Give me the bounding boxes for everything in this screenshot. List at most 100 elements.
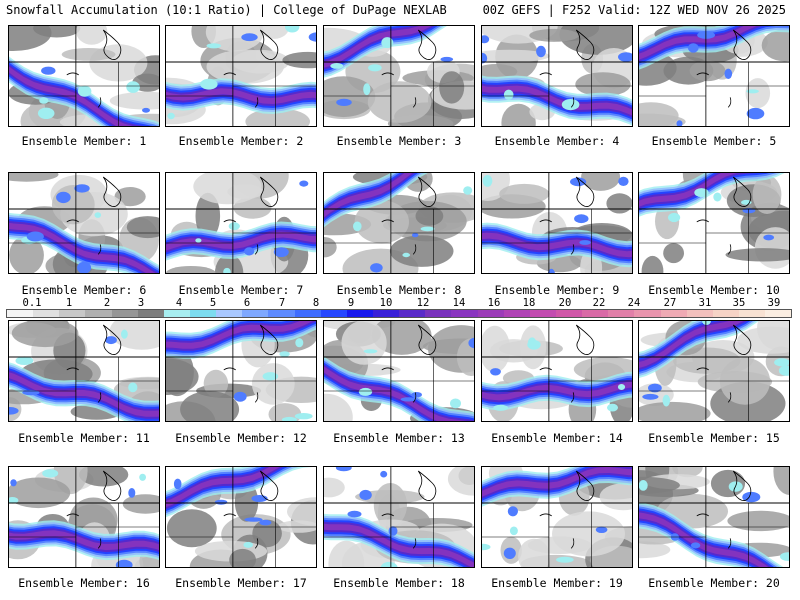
colorbar-swatch xyxy=(163,310,190,317)
colorbar-tick-label: 0.1 xyxy=(22,297,42,309)
ensemble-member-caption: Ensemble Member: 20 xyxy=(635,576,793,590)
member-number: 10 xyxy=(765,283,780,297)
ensemble-member-caption: Ensemble Member: 11 xyxy=(5,431,163,445)
ensemble-member-caption: Ensemble Member: 2 xyxy=(162,134,320,148)
colorbar-tick-label: 7 xyxy=(278,297,286,309)
colorbar-swatch xyxy=(7,310,34,317)
colorbar-tick-label: 18 xyxy=(522,297,536,309)
member-number: 17 xyxy=(292,576,307,590)
caption-prefix: Ensemble Member: xyxy=(21,283,140,297)
colorbar-swatch xyxy=(33,310,60,317)
ensemble-member-map xyxy=(165,466,317,568)
colorbar-tick-label: 35 xyxy=(732,297,746,309)
ensemble-member-caption: Ensemble Member: 6 xyxy=(5,283,163,297)
colorbar-swatch xyxy=(451,310,478,317)
colorbar-swatch xyxy=(425,310,452,317)
member-number: 12 xyxy=(292,431,307,445)
ensemble-member-map xyxy=(165,172,317,274)
caption-prefix: Ensemble Member: xyxy=(21,134,140,148)
ensemble-member-map xyxy=(165,25,317,127)
member-number: 20 xyxy=(765,576,780,590)
caption-prefix: Ensemble Member: xyxy=(491,576,609,590)
member-number: 7 xyxy=(296,283,304,297)
snowfall-colorbar xyxy=(6,309,792,318)
ensemble-member-caption: Ensemble Member: 16 xyxy=(5,576,163,590)
caption-prefix: Ensemble Member: xyxy=(494,283,613,297)
ensemble-member-map xyxy=(481,172,633,274)
colorbar-swatch xyxy=(346,310,373,317)
colorbar-swatch xyxy=(582,310,609,317)
colorbar-swatch xyxy=(477,310,504,317)
colorbar-tick-label: 4 xyxy=(175,297,183,309)
caption-prefix: Ensemble Member: xyxy=(333,431,451,445)
ensemble-member-caption: Ensemble Member: 19 xyxy=(478,576,636,590)
colorbar-swatch xyxy=(216,310,243,317)
member-number: 14 xyxy=(608,431,623,445)
member-number: 5 xyxy=(769,134,777,148)
caption-prefix: Ensemble Member: xyxy=(336,283,455,297)
ensemble-member-caption: Ensemble Member: 18 xyxy=(320,576,478,590)
member-number: 11 xyxy=(135,431,150,445)
colorbar-tick-label: 12 xyxy=(416,297,430,309)
product-title: Snowfall Accumulation (10:1 Ratio) | Col… xyxy=(6,3,447,17)
member-number: 8 xyxy=(454,283,462,297)
member-number: 16 xyxy=(135,576,150,590)
member-number: 3 xyxy=(454,134,462,148)
ensemble-member-map xyxy=(8,172,160,274)
member-number: 2 xyxy=(296,134,304,148)
ensemble-member-map xyxy=(8,466,160,568)
colorbar-tick-label: 9 xyxy=(347,297,355,309)
ensemble-member-map xyxy=(638,320,790,422)
ensemble-member-map xyxy=(165,320,317,422)
caption-prefix: Ensemble Member: xyxy=(18,431,136,445)
colorbar-tick-label: 14 xyxy=(452,297,466,309)
member-number: 4 xyxy=(612,134,620,148)
colorbar-swatch xyxy=(529,310,556,317)
colorbar-tick-label: 24 xyxy=(627,297,641,309)
caption-prefix: Ensemble Member: xyxy=(178,283,297,297)
ensemble-member-caption: Ensemble Member: 5 xyxy=(635,134,793,148)
caption-prefix: Ensemble Member: xyxy=(175,576,293,590)
caption-prefix: Ensemble Member: xyxy=(491,431,609,445)
colorbar-swatch xyxy=(320,310,347,317)
ensemble-member-map xyxy=(323,320,475,422)
colorbar-swatch xyxy=(242,310,269,317)
ensemble-member-map xyxy=(638,172,790,274)
colorbar-tick-label: 31 xyxy=(698,297,712,309)
caption-prefix: Ensemble Member: xyxy=(648,283,766,297)
ensemble-member-caption: Ensemble Member: 10 xyxy=(635,283,793,297)
ensemble-member-caption: Ensemble Member: 3 xyxy=(320,134,478,148)
colorbar-swatch xyxy=(686,310,713,317)
colorbar-swatch xyxy=(738,310,766,317)
ensemble-member-map xyxy=(8,320,160,422)
colorbar-swatch xyxy=(712,310,739,317)
caption-prefix: Ensemble Member: xyxy=(336,134,455,148)
colorbar-swatch xyxy=(189,310,217,317)
caption-prefix: Ensemble Member: xyxy=(333,576,451,590)
colorbar-tick-label: 8 xyxy=(312,297,320,309)
caption-prefix: Ensemble Member: xyxy=(178,134,297,148)
colorbar-swatch xyxy=(294,310,321,317)
caption-prefix: Ensemble Member: xyxy=(648,431,766,445)
colorbar-swatch xyxy=(111,310,138,317)
ensemble-member-caption: Ensemble Member: 12 xyxy=(162,431,320,445)
ensemble-member-caption: Ensemble Member: 14 xyxy=(478,431,636,445)
colorbar-swatch xyxy=(503,310,530,317)
colorbar-tick-label: 1 xyxy=(65,297,73,309)
ensemble-member-map xyxy=(481,320,633,422)
colorbar-tick-label: 3 xyxy=(137,297,145,309)
colorbar-swatch xyxy=(59,310,86,317)
ensemble-member-caption: Ensemble Member: 13 xyxy=(320,431,478,445)
member-number: 18 xyxy=(450,576,465,590)
ensemble-member-map xyxy=(638,466,790,568)
colorbar-tick-label: 39 xyxy=(767,297,781,309)
colorbar-tick-label: 20 xyxy=(558,297,572,309)
ensemble-member-caption: Ensemble Member: 9 xyxy=(478,283,636,297)
member-number: 6 xyxy=(139,283,147,297)
member-number: 13 xyxy=(450,431,465,445)
ensemble-member-caption: Ensemble Member: 8 xyxy=(320,283,478,297)
colorbar-swatch xyxy=(268,310,295,317)
colorbar-swatch xyxy=(85,310,112,317)
ensemble-member-map xyxy=(481,25,633,127)
colorbar-swatch xyxy=(660,310,687,317)
